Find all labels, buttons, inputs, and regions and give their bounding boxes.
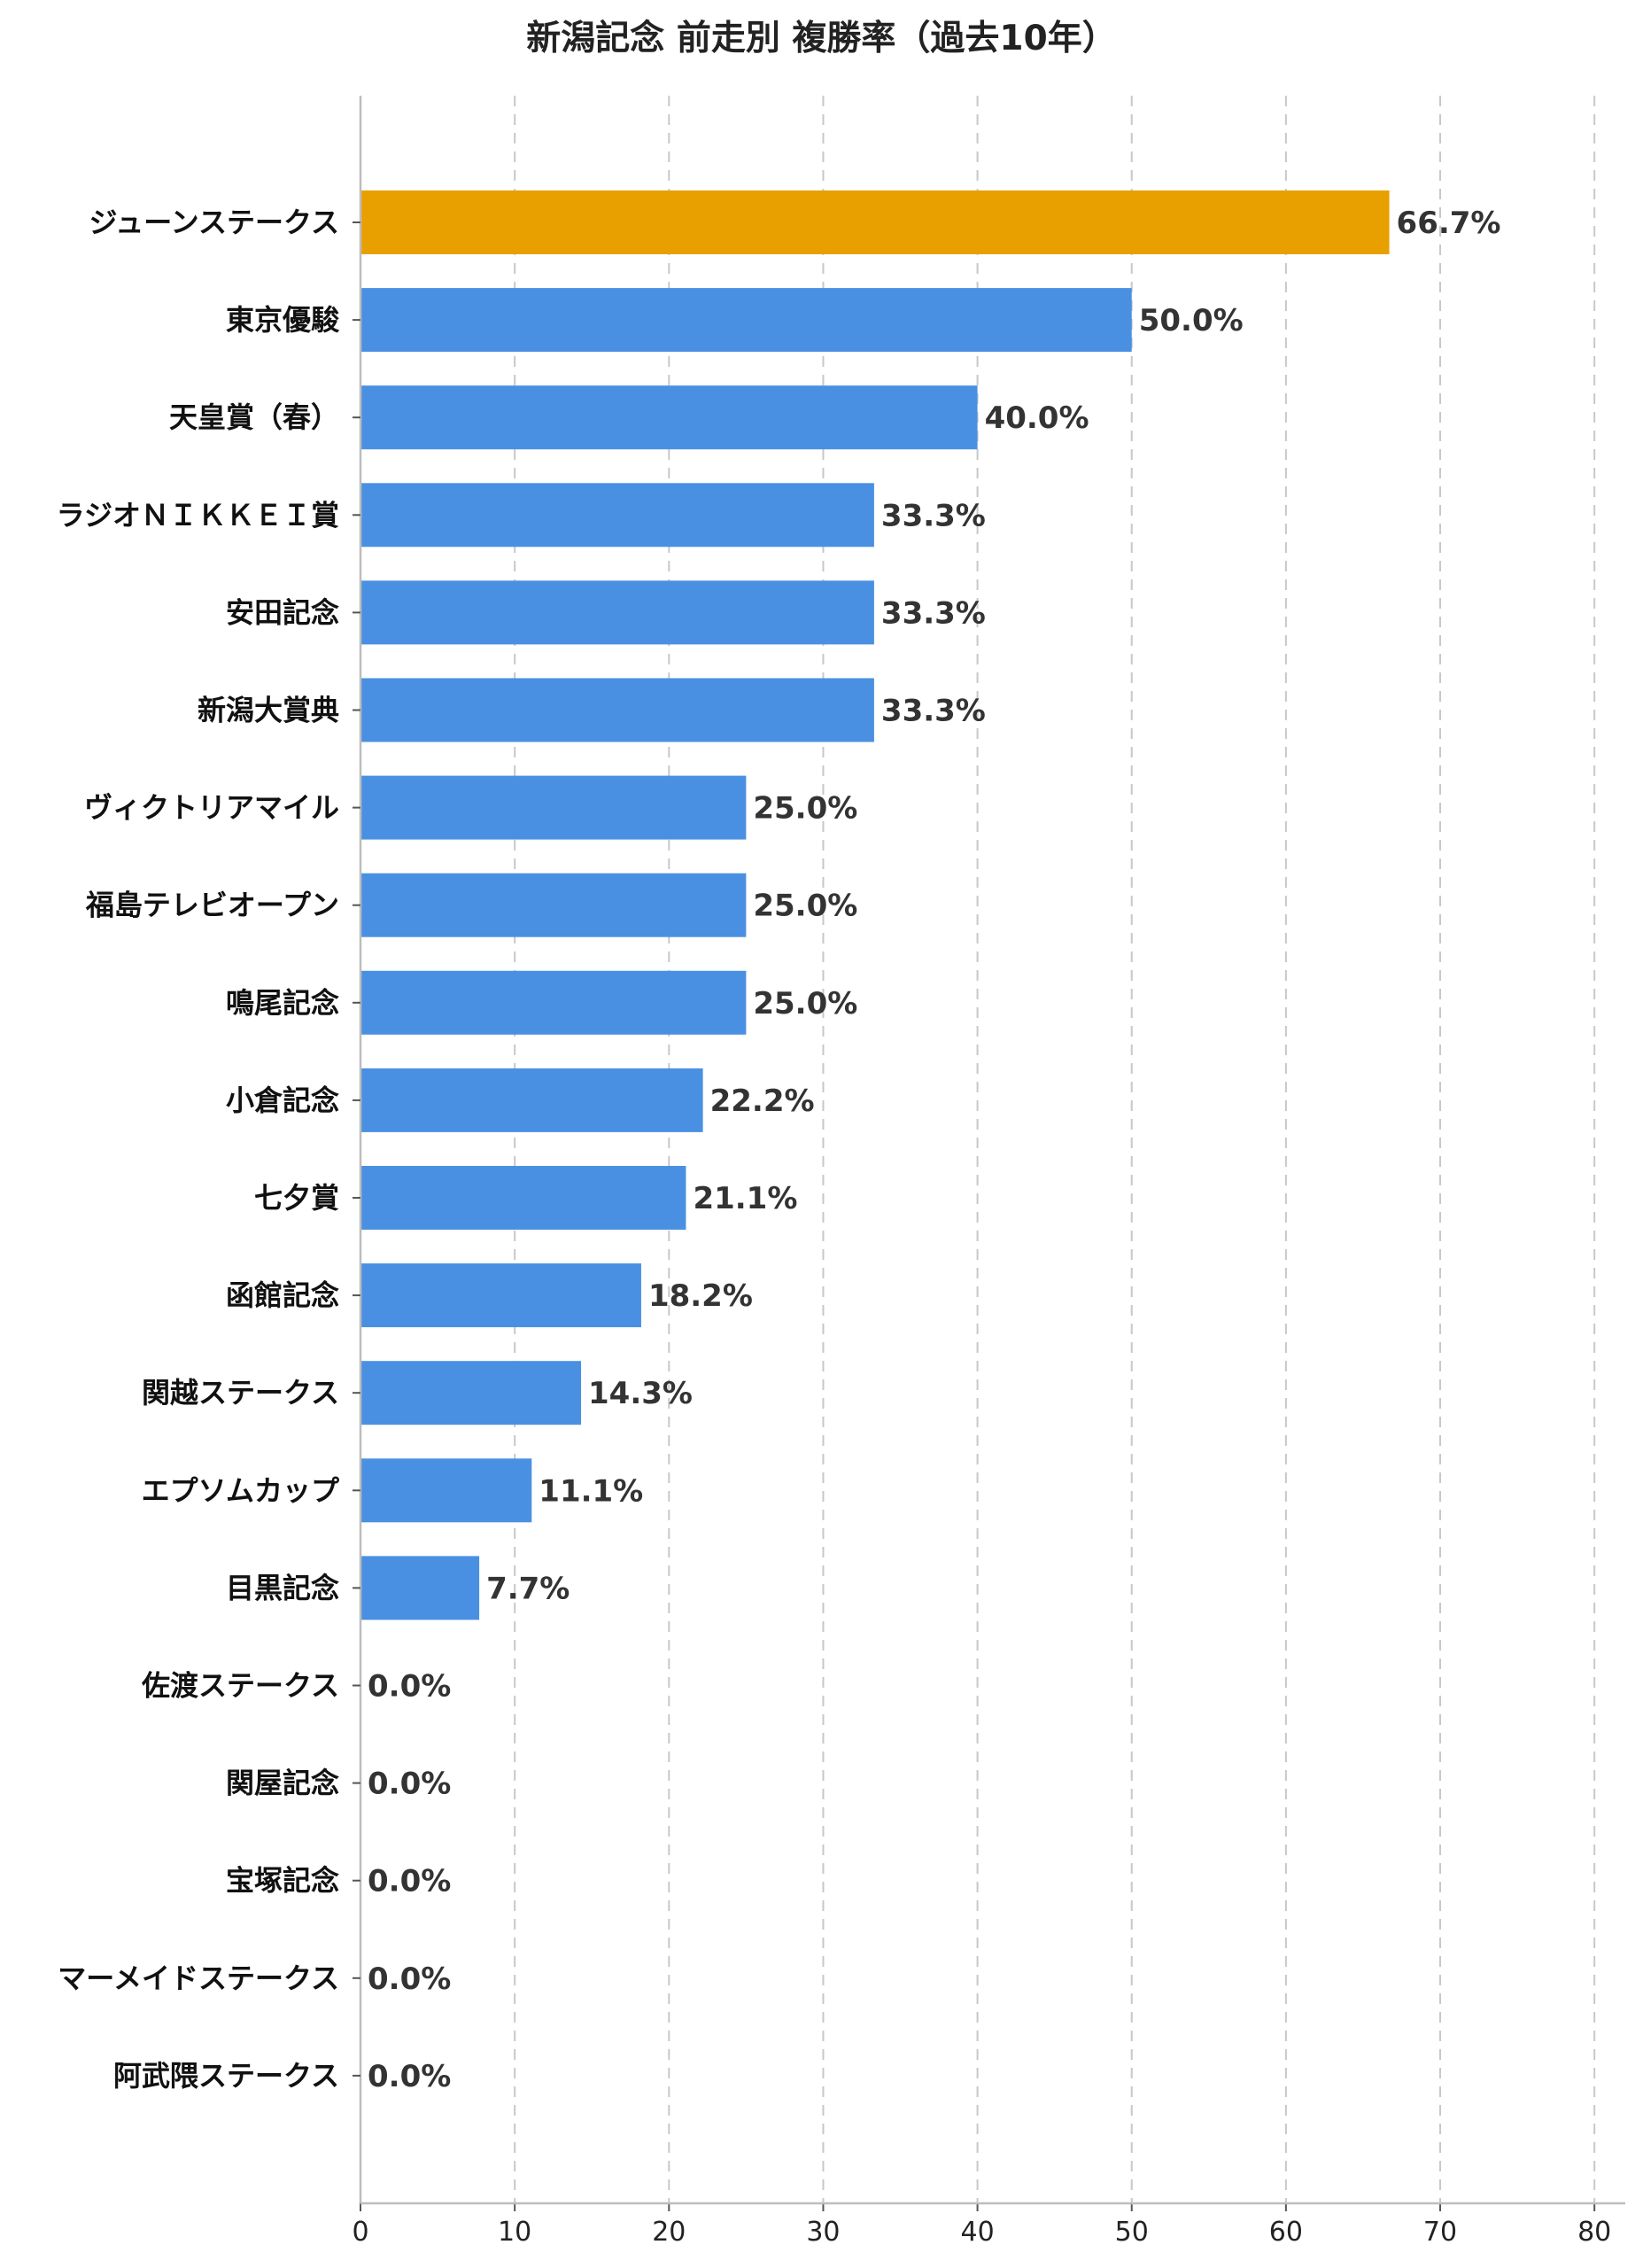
bar — [360, 1361, 582, 1425]
category-label: 阿武隈ステークス — [113, 2059, 339, 2093]
category-label: 関越ステークス — [142, 1376, 339, 1410]
value-label: 33.3% — [881, 694, 986, 729]
x-tick-label: 40 — [960, 2217, 994, 2248]
value-label: 11.1% — [539, 1473, 643, 1509]
value-label: 40.0% — [985, 400, 1089, 436]
x-tick-label: 80 — [1577, 2217, 1611, 2248]
category-label: 福島テレビオープン — [85, 889, 339, 922]
bar — [360, 1166, 686, 1230]
bar — [360, 1068, 703, 1132]
bar — [360, 970, 747, 1035]
category-label: 東京優駿 — [226, 303, 340, 337]
bar — [360, 1458, 532, 1523]
x-tick-label: 50 — [1115, 2217, 1149, 2248]
x-tick-label: 0 — [352, 2217, 368, 2248]
chart-title: 新潟記念 前走別 複勝率（過去10年） — [526, 19, 1117, 58]
value-label: 25.0% — [753, 791, 857, 827]
bar — [360, 580, 874, 645]
x-tick-label: 60 — [1269, 2217, 1303, 2248]
value-label: 22.2% — [710, 1084, 815, 1119]
value-label: 7.7% — [486, 1571, 570, 1606]
value-label: 25.0% — [753, 986, 857, 1021]
value-label: 0.0% — [368, 1767, 451, 1802]
category-label: 天皇賞（春） — [169, 400, 339, 434]
bar — [360, 678, 874, 742]
value-label: 33.3% — [881, 595, 986, 631]
category-label: ジューンステークス — [89, 206, 339, 239]
category-label: 関屋記念 — [226, 1767, 339, 1800]
category-label: マーメイドステークス — [58, 1961, 339, 1995]
category-label: 宝塚記念 — [226, 1864, 339, 1898]
bar — [360, 1263, 641, 1328]
value-label: 66.7% — [1397, 206, 1501, 241]
x-tick-label: 70 — [1423, 2217, 1457, 2248]
bar — [360, 190, 1390, 254]
category-label: 七夕賞 — [254, 1181, 339, 1215]
bar — [360, 873, 747, 937]
value-label: 18.2% — [648, 1278, 753, 1314]
category-label: ヴィクトリアマイル — [84, 791, 339, 825]
bars: 66.7% 50.0% 40.0% 33.3% 33.3% 33.3% 25.0% 25.0%… — [360, 190, 1501, 2094]
x-tick-label: 30 — [806, 2217, 840, 2248]
category-label: 函館記念 — [226, 1278, 339, 1312]
bar — [360, 1556, 480, 1620]
category-label: 鳴尾記念 — [226, 986, 339, 1020]
category-label: 新潟大賞典 — [198, 694, 339, 727]
category-label: エプソムカップ — [142, 1473, 340, 1507]
value-label: 33.3% — [881, 498, 986, 533]
value-label: 0.0% — [368, 1669, 451, 1705]
value-label: 50.0% — [1139, 303, 1244, 338]
category-label: 安田記念 — [226, 595, 339, 629]
value-label: 0.0% — [368, 1961, 451, 1997]
category-label: 佐渡ステークス — [141, 1669, 339, 1703]
value-label: 14.3% — [588, 1376, 693, 1411]
bar — [360, 483, 874, 548]
value-label: 21.1% — [693, 1181, 797, 1216]
bar — [360, 288, 1132, 353]
x-tick-label: 10 — [498, 2217, 531, 2248]
bar — [360, 385, 978, 450]
category-label: 小倉記念 — [226, 1084, 339, 1117]
bar — [360, 775, 747, 840]
category-label: 目黒記念 — [226, 1571, 339, 1604]
value-label: 0.0% — [368, 2059, 451, 2094]
value-label: 25.0% — [753, 889, 857, 924]
category-label: ラジオＮＩＫＫＥＩ賞 — [57, 498, 339, 532]
value-label: 0.0% — [368, 1864, 451, 1899]
grid-lines — [514, 96, 1596, 2203]
x-tick-label: 20 — [652, 2217, 686, 2248]
